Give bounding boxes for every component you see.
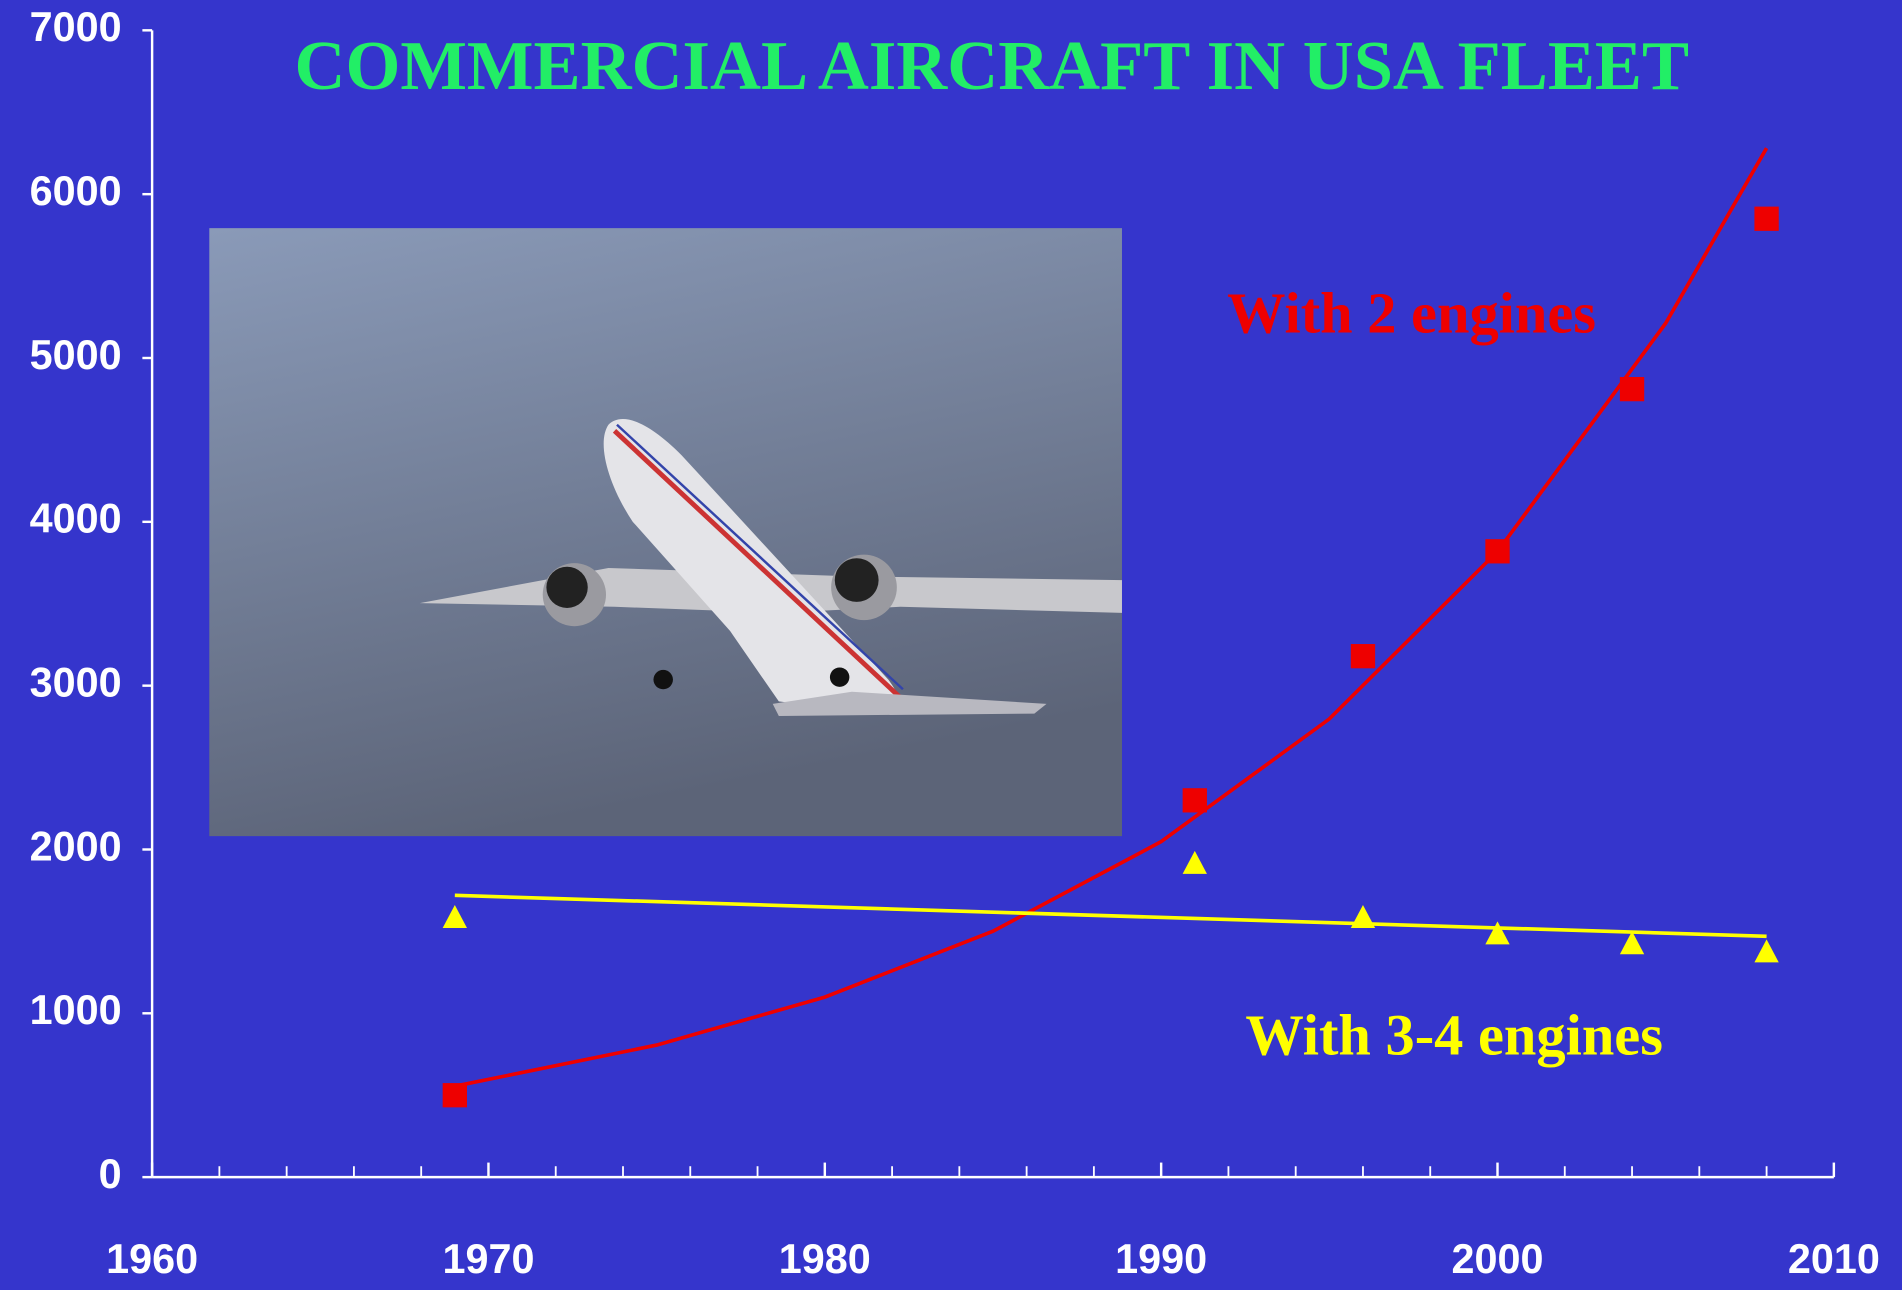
y-tick-label: 4000 [30, 496, 122, 542]
point [1619, 376, 1645, 402]
chart-title: COMMERCIAL AIRCRAFT IN USA FLEET [294, 27, 1689, 105]
point [1754, 939, 1779, 963]
point [1350, 904, 1376, 928]
series-label: With 3-4 engines [1245, 1003, 1663, 1068]
point [1485, 921, 1510, 945]
trend-line [454, 893, 1767, 939]
y-tick-label: 2000 [30, 823, 122, 869]
point [1619, 931, 1645, 955]
point [1485, 539, 1510, 564]
x-tick-label: 2010 [1788, 1236, 1880, 1282]
point [1754, 206, 1779, 231]
y-tick-label: 0 [99, 1151, 122, 1197]
point [1182, 850, 1207, 874]
trend-line [454, 147, 1769, 1088]
point [442, 904, 467, 928]
photo [209, 228, 1122, 837]
point [1350, 644, 1376, 669]
series-label: With 2 engines [1227, 281, 1596, 346]
x-tick-label: 1960 [106, 1236, 198, 1282]
y-tick-label: 5000 [30, 332, 122, 378]
x-tick-label: 1980 [779, 1236, 871, 1282]
x-tick-label: 1970 [442, 1236, 534, 1282]
point [442, 1083, 467, 1108]
y-tick-label: 6000 [30, 168, 122, 214]
y-tick-label: 3000 [30, 660, 122, 706]
y-tick-label: 1000 [30, 987, 122, 1033]
point [1182, 788, 1207, 813]
y-tick-label: 7000 [30, 4, 122, 50]
x-tick-label: 1990 [1115, 1236, 1207, 1282]
x-tick-label: 2000 [1452, 1236, 1544, 1282]
